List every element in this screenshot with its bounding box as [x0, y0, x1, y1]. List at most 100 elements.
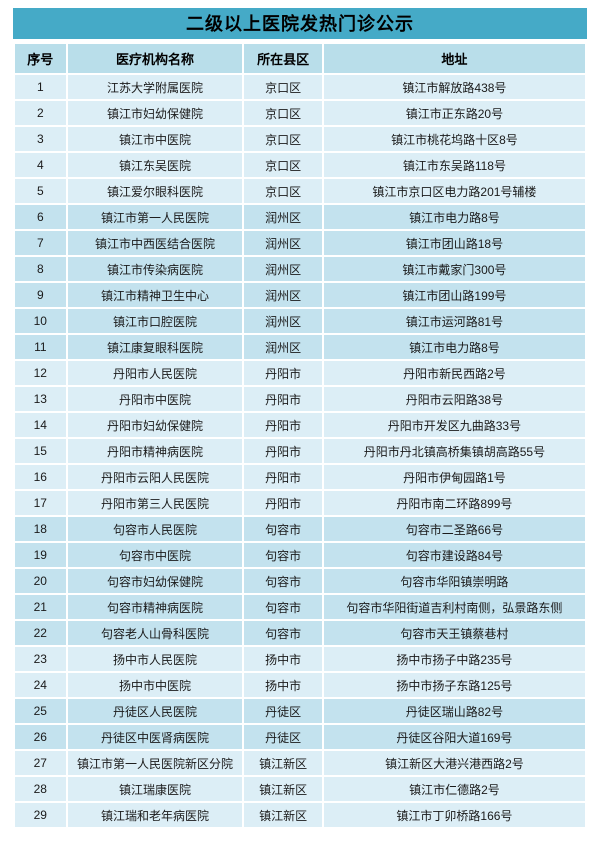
table-row: 23 扬中市人民医院 扬中市 扬中市扬子中路235号: [13, 645, 588, 673]
table-row: 5 镇江爱尔眼科医院 京口区 镇江市京口区电力路201号辅楼: [13, 177, 588, 205]
cell-no: 28: [13, 775, 68, 803]
cell-district: 句容市: [242, 515, 324, 543]
cell-district: 润州区: [242, 255, 324, 283]
cell-no: 11: [13, 333, 68, 361]
cell-district: 京口区: [242, 177, 324, 205]
cell-no: 26: [13, 723, 68, 751]
table-row: 4 镇江东吴医院 京口区 镇江市东吴路118号: [13, 151, 588, 179]
cell-address: 镇江市运河路81号: [321, 307, 588, 335]
cell-name: 镇江市口腔医院: [65, 307, 245, 335]
cell-district: 句容市: [242, 619, 324, 647]
cell-name: 镇江市第一人民医院新区分院: [65, 749, 245, 777]
cell-no: 10: [13, 307, 68, 335]
cell-district: 扬中市: [242, 645, 324, 673]
cell-no: 12: [13, 359, 68, 387]
cell-no: 24: [13, 671, 68, 699]
table-row: 7 镇江市中西医结合医院 润州区 镇江市团山路18号: [13, 229, 588, 257]
table-row: 11 镇江康复眼科医院 润州区 镇江市电力路8号: [13, 333, 588, 361]
cell-district: 润州区: [242, 333, 324, 361]
cell-address: 句容市华阳镇崇明路: [321, 567, 588, 595]
cell-no: 14: [13, 411, 68, 439]
cell-no: 4: [13, 151, 68, 179]
cell-name: 丹阳市妇幼保健院: [65, 411, 245, 439]
cell-address: 丹阳市南二环路899号: [321, 489, 588, 517]
cell-no: 22: [13, 619, 68, 647]
cell-address: 镇江市丁卯桥路166号: [321, 801, 588, 829]
cell-name: 镇江市传染病医院: [65, 255, 245, 283]
cell-address: 丹阳市开发区九曲路33号: [321, 411, 588, 439]
table-row: 14 丹阳市妇幼保健院 丹阳市 丹阳市开发区九曲路33号: [13, 411, 588, 439]
cell-district: 镇江新区: [242, 775, 324, 803]
table-row: 27 镇江市第一人民医院新区分院 镇江新区 镇江新区大港兴港西路2号: [13, 749, 588, 777]
cell-address: 丹阳市新民西路2号: [321, 359, 588, 387]
cell-address: 镇江市戴家门300号: [321, 255, 588, 283]
cell-name: 丹阳市精神病医院: [65, 437, 245, 465]
cell-address: 丹徒区瑞山路82号: [321, 697, 588, 725]
table-row: 17 丹阳市第三人民医院 丹阳市 丹阳市南二环路899号: [13, 489, 588, 517]
cell-district: 丹徒区: [242, 697, 324, 725]
cell-name: 丹阳市云阳人民医院: [65, 463, 245, 491]
cell-name: 镇江市中医院: [65, 125, 245, 153]
table-row: 26 丹徒区中医肾病医院 丹徒区 丹徒区谷阳大道169号: [13, 723, 588, 751]
cell-no: 16: [13, 463, 68, 491]
table-header-row: 序号 医疗机构名称 所在县区 地址: [13, 42, 588, 75]
cell-district: 润州区: [242, 229, 324, 257]
cell-name: 镇江康复眼科医院: [65, 333, 245, 361]
cell-address: 镇江市正东路20号: [321, 99, 588, 127]
cell-no: 1: [13, 73, 68, 101]
table-row: 9 镇江市精神卫生中心 润州区 镇江市团山路199号: [13, 281, 588, 309]
column-header-1: 医疗机构名称: [65, 42, 245, 75]
column-header-0: 序号: [13, 42, 68, 75]
cell-district: 句容市: [242, 593, 324, 621]
table-row: 2 镇江市妇幼保健院 京口区 镇江市正东路20号: [13, 99, 588, 127]
table-row: 19 句容市中医院 句容市 句容市建设路84号: [13, 541, 588, 569]
cell-name: 句容市中医院: [65, 541, 245, 569]
cell-name: 句容市精神病医院: [65, 593, 245, 621]
cell-no: 23: [13, 645, 68, 673]
column-header-3: 地址: [321, 42, 588, 75]
table-row: 10 镇江市口腔医院 润州区 镇江市运河路81号: [13, 307, 588, 335]
cell-no: 19: [13, 541, 68, 569]
cell-name: 镇江东吴医院: [65, 151, 245, 179]
cell-no: 5: [13, 177, 68, 205]
table-row: 25 丹徒区人民医院 丹徒区 丹徒区瑞山路82号: [13, 697, 588, 725]
cell-address: 扬中市扬子东路125号: [321, 671, 588, 699]
cell-name: 句容老人山骨科医院: [65, 619, 245, 647]
table-row: 20 句容市妇幼保健院 句容市 句容市华阳镇崇明路: [13, 567, 588, 595]
table-row: 29 镇江瑞和老年病医院 镇江新区 镇江市丁卯桥路166号: [13, 801, 588, 829]
table-row: 24 扬中市中医院 扬中市 扬中市扬子东路125号: [13, 671, 588, 699]
cell-address: 句容市天王镇蔡巷村: [321, 619, 588, 647]
cell-no: 29: [13, 801, 68, 829]
cell-address: 镇江市京口区电力路201号辅楼: [321, 177, 588, 205]
cell-address: 句容市华阳街道吉利村南侧，弘景路东侧: [321, 593, 588, 621]
cell-no: 18: [13, 515, 68, 543]
cell-district: 丹阳市: [242, 359, 324, 387]
table-row: 22 句容老人山骨科医院 句容市 句容市天王镇蔡巷村: [13, 619, 588, 647]
cell-no: 15: [13, 437, 68, 465]
cell-name: 句容市人民医院: [65, 515, 245, 543]
cell-district: 镇江新区: [242, 801, 324, 829]
cell-district: 丹阳市: [242, 437, 324, 465]
cell-name: 镇江市第一人民医院: [65, 203, 245, 231]
cell-address: 丹徒区谷阳大道169号: [321, 723, 588, 751]
cell-no: 20: [13, 567, 68, 595]
cell-district: 丹阳市: [242, 411, 324, 439]
cell-name: 扬中市中医院: [65, 671, 245, 699]
cell-no: 6: [13, 203, 68, 231]
cell-name: 句容市妇幼保健院: [65, 567, 245, 595]
cell-name: 扬中市人民医院: [65, 645, 245, 673]
table-row: 6 镇江市第一人民医院 润州区 镇江市电力路8号: [13, 203, 588, 231]
cell-address: 镇江市仁德路2号: [321, 775, 588, 803]
cell-name: 江苏大学附属医院: [65, 73, 245, 101]
cell-district: 镇江新区: [242, 749, 324, 777]
cell-name: 丹阳市第三人民医院: [65, 489, 245, 517]
table-row: 13 丹阳市中医院 丹阳市 丹阳市云阳路38号: [13, 385, 588, 413]
table-row: 12 丹阳市人民医院 丹阳市 丹阳市新民西路2号: [13, 359, 588, 387]
cell-no: 7: [13, 229, 68, 257]
cell-address: 镇江市团山路199号: [321, 281, 588, 309]
cell-no: 9: [13, 281, 68, 309]
cell-district: 丹阳市: [242, 489, 324, 517]
column-header-2: 所在县区: [242, 42, 324, 75]
cell-address: 镇江市东吴路118号: [321, 151, 588, 179]
